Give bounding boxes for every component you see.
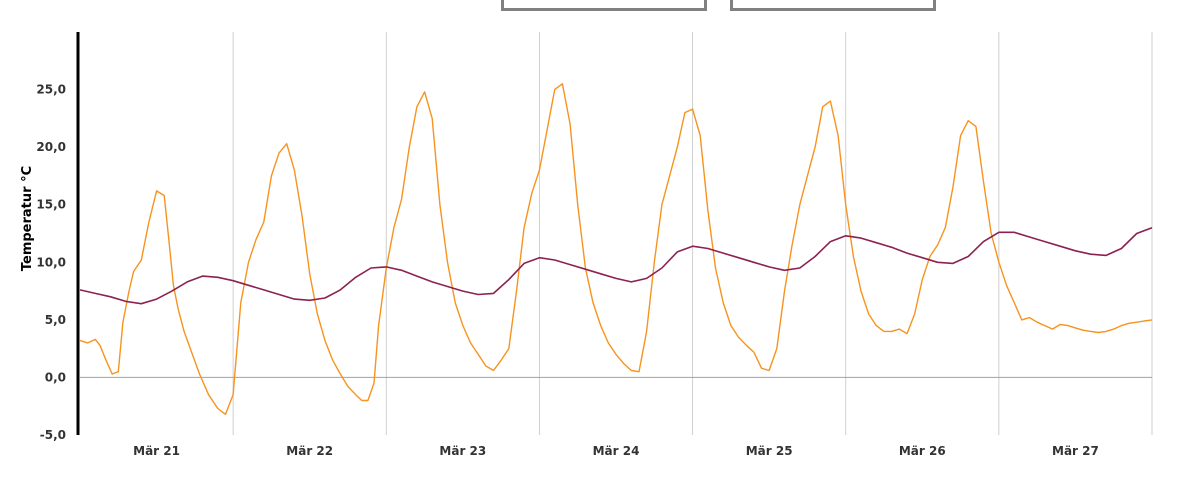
y-tick-labels: -5,0 0,0 5,0 10,0 15,0 20,0 25,0 [36,83,66,442]
x-tick-label: Mär 21 [133,444,180,458]
y-tick-label: 5,0 [45,313,66,327]
x-tick-label: Mär 27 [1052,444,1099,458]
x-tick-label: Mär 26 [899,444,946,458]
y-tick-label: 10,0 [36,255,66,269]
x-tick-label: Mär 25 [746,444,793,458]
y-tick-label: -5,0 [40,428,66,442]
y-tick-label: 15,0 [36,198,66,212]
x-tick-label: Mär 23 [439,444,486,458]
series-line-1 [79,83,1153,415]
x-tick-label: Mär 24 [593,444,640,458]
y-axis-label: Temperatur °C [20,166,35,271]
y-tick-label: 20,0 [36,140,66,154]
x-tick-labels: Mär 21 Mär 22 Mär 23 Mär 24 Mär 25 Mär 26 Mär … [133,444,1099,458]
grid [232,32,1153,435]
series-line-2 [79,226,1153,305]
series-group [79,83,1153,415]
x-tick-label: Mär 22 [286,444,333,458]
top-control-left[interactable] [501,0,707,11]
top-control-right[interactable] [730,0,936,11]
y-tick-label: 0,0 [45,370,66,384]
y-tick-label: 25,0 [36,83,66,97]
